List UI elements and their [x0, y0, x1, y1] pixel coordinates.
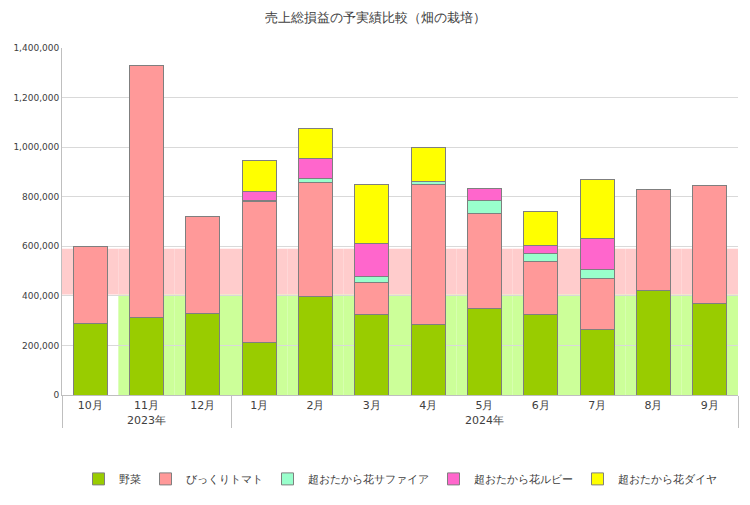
- svg-text:400,000: 400,000: [22, 291, 59, 301]
- svg-text:5月: 5月: [476, 399, 494, 412]
- svg-text:超おたから花ダイヤ: 超おたから花ダイヤ: [618, 473, 717, 486]
- svg-text:12月: 12月: [190, 399, 215, 412]
- svg-text:売上総損益の予実績比較（畑の栽培）: 売上総損益の予実績比較（畑の栽培）: [265, 10, 486, 25]
- svg-text:9月: 9月: [701, 399, 719, 412]
- svg-text:超おたから花ルビー: 超おたから花ルビー: [474, 473, 573, 486]
- svg-text:800,000: 800,000: [22, 192, 59, 202]
- svg-text:1,400,000: 1,400,000: [13, 43, 59, 53]
- svg-text:2月: 2月: [307, 399, 325, 412]
- svg-text:2023年: 2023年: [127, 414, 166, 427]
- svg-text:3月: 3月: [363, 399, 381, 412]
- svg-text:200,000: 200,000: [22, 341, 59, 351]
- svg-text:7月: 7月: [588, 399, 606, 412]
- svg-text:0: 0: [53, 390, 59, 400]
- svg-text:びっくりトマト: びっくりトマト: [186, 473, 263, 486]
- svg-text:8月: 8月: [645, 399, 663, 412]
- svg-text:野菜: 野菜: [119, 473, 141, 486]
- svg-text:4月: 4月: [419, 399, 437, 412]
- svg-text:1,000,000: 1,000,000: [13, 142, 59, 152]
- svg-text:10月: 10月: [78, 399, 103, 412]
- svg-text:1,200,000: 1,200,000: [13, 93, 59, 103]
- svg-text:6月: 6月: [532, 399, 550, 412]
- svg-text:超おたから花サファイア: 超おたから花サファイア: [308, 473, 429, 486]
- svg-text:1月: 1月: [250, 399, 268, 412]
- svg-text:600,000: 600,000: [22, 241, 59, 251]
- svg-text:2024年: 2024年: [465, 414, 504, 427]
- svg-text:11月: 11月: [134, 399, 159, 412]
